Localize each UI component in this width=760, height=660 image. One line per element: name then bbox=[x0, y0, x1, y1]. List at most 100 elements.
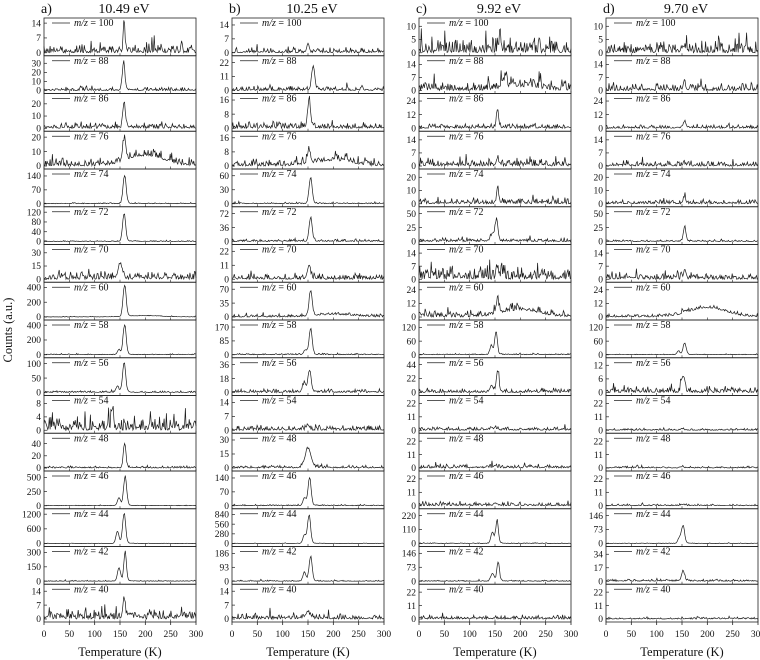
y-tick-label: 0 bbox=[36, 426, 41, 436]
series-label: m/z = 54 bbox=[449, 396, 484, 407]
trace-mz-54 bbox=[605, 426, 759, 431]
series-label: m/z = 58 bbox=[636, 320, 671, 331]
series-label: m/z = 56 bbox=[262, 358, 297, 369]
y-tick-label: 72 bbox=[220, 210, 230, 220]
y-tick-label: 0 bbox=[411, 577, 416, 587]
subplot-mz-86: 0 8 16 m/z = 86 bbox=[220, 93, 385, 134]
trace-mz-72 bbox=[231, 215, 385, 243]
y-tick-label: 24 bbox=[594, 286, 604, 296]
y-tick-label: 0 bbox=[598, 124, 603, 134]
y-tick-label: 0 bbox=[598, 238, 603, 248]
series-label: m/z = 74 bbox=[74, 169, 109, 180]
x-tick-label: 50 bbox=[253, 630, 263, 640]
series-label: m/z = 70 bbox=[262, 245, 297, 256]
y-tick-label: 120 bbox=[589, 324, 604, 334]
panel-letter: d) bbox=[603, 2, 615, 17]
y-tick-label: 14 bbox=[594, 61, 604, 71]
trace-mz-58 bbox=[231, 327, 384, 356]
subplot-mz-72: 0 36 72 m/z = 72 bbox=[220, 206, 385, 248]
y-tick-label: 11 bbox=[407, 413, 416, 423]
y-tick-label: 0 bbox=[411, 351, 416, 361]
y-tick-label: 0 bbox=[411, 275, 416, 285]
trace-mz-74 bbox=[605, 192, 759, 205]
trace-mz-76 bbox=[231, 146, 385, 167]
trace-mz-56 bbox=[43, 362, 197, 394]
x-tick-label: 200 bbox=[700, 630, 715, 640]
y-tick-label: 80 bbox=[32, 218, 42, 228]
y-tick-label: 0 bbox=[36, 577, 41, 587]
y-tick-label: 73 bbox=[407, 563, 417, 573]
y-tick-label: 20 bbox=[32, 69, 42, 79]
trace-mz-46 bbox=[43, 475, 197, 507]
series-label: m/z = 72 bbox=[449, 207, 484, 218]
subplot-frame bbox=[418, 130, 572, 170]
series-label: m/z = 40 bbox=[636, 584, 671, 595]
subplot-mz-58: 0 60 120 m/z = 58 bbox=[589, 319, 759, 361]
subplot-frame bbox=[43, 357, 197, 396]
series-label: m/z = 40 bbox=[449, 584, 484, 595]
y-tick-label: 8 bbox=[224, 148, 229, 158]
y-tick-label: 0 bbox=[36, 313, 41, 323]
subplot-mz-70: 0 15 30 m/z = 70 bbox=[32, 244, 197, 285]
y-tick-label: 200 bbox=[27, 336, 42, 346]
y-tick-label: 60 bbox=[220, 172, 230, 182]
series-label: m/z = 40 bbox=[262, 584, 297, 595]
y-tick-label: 22 bbox=[594, 475, 604, 485]
y-tick-label: 0 bbox=[224, 615, 229, 625]
y-tick-label: 0 bbox=[598, 200, 603, 210]
y-tick-label: 11 bbox=[594, 451, 603, 461]
y-tick-label: 0 bbox=[36, 540, 41, 550]
trace-mz-46 bbox=[605, 502, 759, 507]
series-label: m/z = 46 bbox=[636, 471, 671, 482]
y-tick-label: 100 bbox=[27, 360, 42, 370]
subplot-mz-42: 0 150 300 m/z = 42 bbox=[27, 546, 197, 587]
y-tick-label: 0 bbox=[36, 200, 41, 210]
trace-mz-60 bbox=[605, 304, 759, 318]
y-tick-label: 0 bbox=[411, 615, 416, 625]
trace-mz-100 bbox=[43, 20, 196, 54]
subplot-mz-100: 0 5 10 m/z = 100 bbox=[594, 17, 759, 59]
subplot-mz-86: 0 12 24 m/z = 86 bbox=[594, 93, 759, 134]
y-tick-label: 120 bbox=[27, 208, 42, 218]
subplot-frame bbox=[605, 432, 759, 472]
trace-mz-44 bbox=[43, 512, 197, 544]
trace-mz-100 bbox=[418, 28, 572, 54]
y-tick-label: 15 bbox=[32, 262, 42, 272]
trace-mz-60 bbox=[418, 294, 572, 318]
y-tick-label: 10 bbox=[594, 22, 604, 32]
trace-mz-76 bbox=[418, 153, 572, 168]
series-label: m/z = 72 bbox=[262, 207, 297, 218]
trace-mz-60 bbox=[43, 284, 197, 318]
trace-mz-88 bbox=[418, 70, 572, 92]
subplot-mz-56: 0 6 12 m/z = 56 bbox=[594, 357, 759, 399]
subplot-mz-42: 0 73 146 m/z = 42 bbox=[402, 546, 572, 587]
subplot-mz-58: 0 85 170 m/z = 58 bbox=[215, 319, 385, 361]
y-tick-label: 500 bbox=[27, 474, 42, 484]
subplot-mz-40: 0 11 22 m/z = 40 bbox=[407, 583, 572, 625]
series-label: m/z = 54 bbox=[636, 396, 671, 407]
trace-mz-40 bbox=[418, 612, 572, 621]
y-tick-label: 70 bbox=[32, 186, 42, 196]
y-tick-label: 0 bbox=[224, 275, 229, 285]
subplot-mz-72: 0 25 50 m/z = 72 bbox=[407, 206, 572, 248]
subplot-mz-40: 0 7 14 m/z = 40 bbox=[220, 583, 385, 625]
trace-mz-40 bbox=[43, 596, 197, 621]
y-tick-label: 25 bbox=[594, 224, 604, 234]
y-tick-label: 70 bbox=[220, 285, 230, 295]
trace-mz-88 bbox=[43, 60, 197, 92]
panel-letter: c) bbox=[416, 2, 427, 17]
y-tick-label: 0 bbox=[224, 389, 229, 399]
y-tick-label: 0 bbox=[598, 540, 603, 550]
subplot-mz-56: 0 18 36 m/z = 56 bbox=[220, 357, 385, 399]
y-tick-label: 12 bbox=[407, 111, 417, 121]
y-tick-label: 40 bbox=[32, 228, 42, 238]
y-tick-label: 0 bbox=[224, 200, 229, 210]
subplot-mz-70: 0 7 14 m/z = 70 bbox=[594, 244, 759, 285]
x-tick-label: 150 bbox=[488, 630, 503, 640]
trace-mz-42 bbox=[418, 561, 572, 582]
trace-mz-86 bbox=[231, 95, 385, 130]
series-label: m/z = 42 bbox=[74, 547, 109, 558]
y-tick-label: 0 bbox=[224, 426, 229, 436]
subplot-frame bbox=[43, 130, 197, 170]
